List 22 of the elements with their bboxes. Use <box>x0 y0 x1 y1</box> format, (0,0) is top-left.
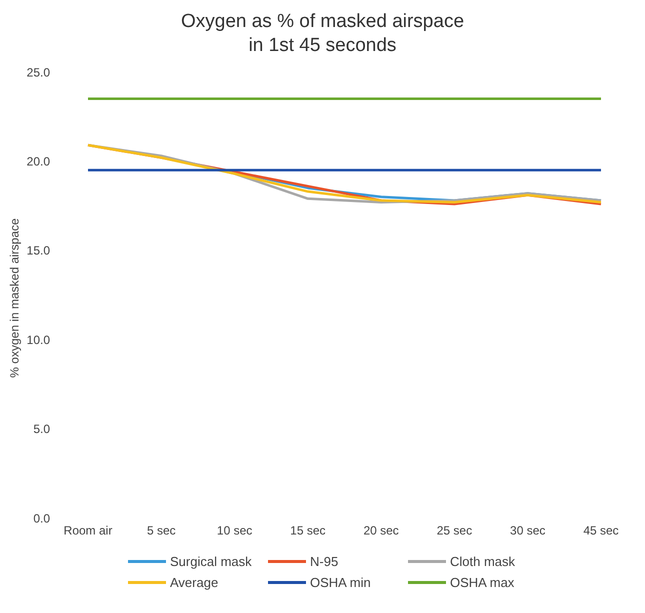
x-tick-label: 15 sec <box>290 524 326 538</box>
legend-label: OSHA min <box>310 575 371 590</box>
legend-label: OSHA max <box>450 575 514 590</box>
x-tick-label: 5 sec <box>146 524 176 538</box>
chart-title: Oxygen as % of masked airspace in 1st 45 seconds <box>180 10 466 58</box>
y-tick-label: 5.0 <box>33 422 50 436</box>
x-tick-label: 10 sec <box>216 524 252 538</box>
x-tick-label: 20 sec <box>363 524 399 538</box>
x-tick-label: 30 sec <box>510 524 546 538</box>
y-tick-label: 0.0 <box>33 511 50 526</box>
legend-label: Cloth mask <box>450 554 516 569</box>
y-tick-label: 20.0 <box>26 154 50 168</box>
x-tick-label: 25 sec <box>436 524 472 538</box>
y-tick-label: 10.0 <box>26 332 50 347</box>
legend-label: Surgical mask <box>170 554 252 569</box>
y-tick-label: 25.0 <box>26 65 50 80</box>
y-axis-title: % oxygen in masked airspace <box>8 218 22 378</box>
legend-label: Average <box>170 575 218 590</box>
y-tick-label: 15.0 <box>26 244 50 258</box>
x-tick-label: Room air <box>64 524 112 538</box>
legend-label: N-95 <box>310 554 338 569</box>
x-tick-label: 45 sec <box>583 524 619 538</box>
